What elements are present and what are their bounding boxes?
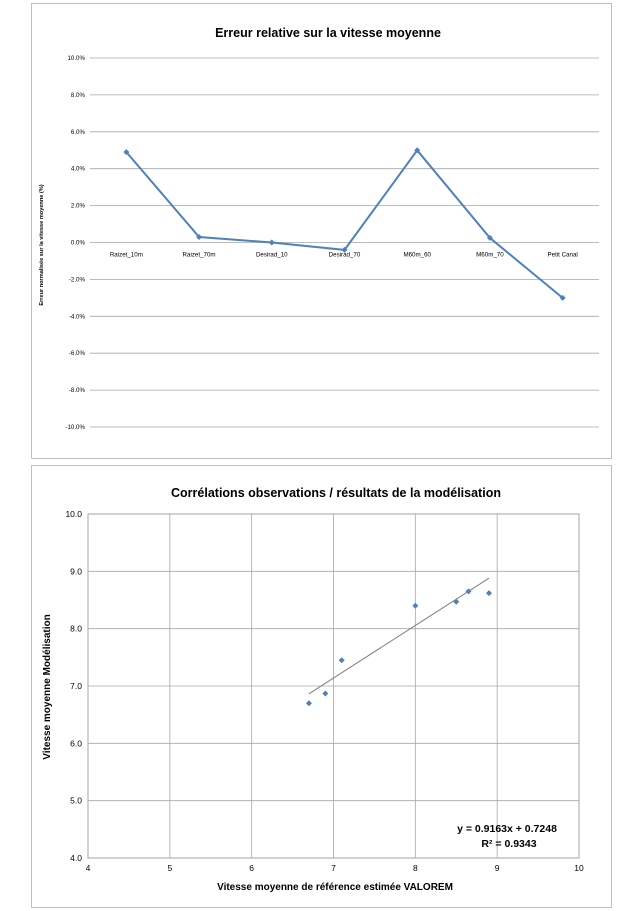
data-point xyxy=(485,590,492,597)
y-tick-label: 7.0 xyxy=(70,681,82,691)
data-point xyxy=(341,246,348,253)
correlation-chart-panel: Corrélations observations / résultats de… xyxy=(31,465,612,908)
trendline-equation: y = 0.9163x + 0.7248 xyxy=(457,823,557,835)
y-axis-label: Vitesse moyenne Modélisation xyxy=(42,614,53,759)
y-tick-label: 5.0 xyxy=(70,796,82,806)
x-tick-label: 10 xyxy=(574,863,584,873)
data-point xyxy=(196,233,203,240)
x-tick-label: 5 xyxy=(167,863,172,873)
data-point xyxy=(486,234,493,241)
x-tick-label: 6 xyxy=(249,863,254,873)
data-points xyxy=(305,588,492,707)
data-point xyxy=(414,147,421,154)
gridlines xyxy=(87,513,580,859)
data-point xyxy=(268,239,275,246)
x-tick-label: 9 xyxy=(495,863,500,873)
y-tick-label: 4.0% xyxy=(71,166,86,173)
y-axis-label: Erreur normalisée sur la vitesse moyenne… xyxy=(39,184,45,305)
y-tick-labels: 10.0 9.0 8.0 7.0 6.0 5.0 4.0 xyxy=(65,509,82,863)
chart-title: Corrélations observations / résultats de… xyxy=(171,486,501,500)
series-line xyxy=(125,148,564,299)
y-tick-label: -2.0% xyxy=(69,276,86,283)
y-tick-label: 6.0 xyxy=(70,738,82,748)
error-chart-panel: Erreur relative sur la vitesse moyenne 1… xyxy=(31,3,612,459)
x-tick-label: Petit Canal xyxy=(548,252,578,259)
data-point xyxy=(559,294,566,301)
r-squared-value: R² = 0.9343 xyxy=(481,838,536,850)
x-tick-label: 8 xyxy=(413,863,418,873)
y-tick-label: -8.0% xyxy=(69,387,86,394)
correlation-scatter-chart: Corrélations observations / résultats de… xyxy=(42,486,584,893)
data-point xyxy=(322,690,329,697)
x-tick-label: M60m_60 xyxy=(403,252,431,259)
y-tick-label: 10.0% xyxy=(67,55,85,62)
x-tick-label: 7 xyxy=(331,863,336,873)
data-point xyxy=(453,598,460,605)
y-gridlines xyxy=(90,57,599,428)
x-axis-label: Vitesse moyenne de référence estimée VAL… xyxy=(217,882,453,893)
y-tick-label: 0.0% xyxy=(71,240,86,247)
y-tick-label: -10.0% xyxy=(65,424,85,431)
y-tick-label: 10.0 xyxy=(65,509,82,519)
chart-title: Erreur relative sur la vitesse moyenne xyxy=(215,26,441,40)
data-point xyxy=(412,602,419,609)
y-tick-label: 9.0 xyxy=(70,566,82,576)
y-tick-labels: 10.0% 8.0% 6.0% 4.0% 2.0% 0.0% -2.0% -4.0% -6.0%… xyxy=(65,55,85,431)
x-tick-labels: 4 5 6 7 8 9 10 xyxy=(86,863,584,873)
x-tick-label: Desirad_10 xyxy=(256,252,288,259)
error-series xyxy=(123,147,566,301)
x-tick-label: Raizet_10m xyxy=(110,252,143,259)
x-tick-label: Desirad_70 xyxy=(329,252,361,259)
error-line-chart: Erreur relative sur la vitesse moyenne 1… xyxy=(39,26,599,431)
data-point xyxy=(338,657,345,664)
trendline-segment xyxy=(308,577,490,695)
data-point xyxy=(123,149,130,156)
y-tick-label: 8.0 xyxy=(70,624,82,634)
y-tick-label: 2.0% xyxy=(71,203,86,210)
data-point xyxy=(465,588,472,595)
x-tick-label: 4 xyxy=(86,863,91,873)
data-point xyxy=(305,700,312,707)
x-tick-label: M60m_70 xyxy=(476,252,504,259)
y-tick-label: -6.0% xyxy=(69,350,86,357)
trendline xyxy=(308,577,490,695)
y-tick-label: -4.0% xyxy=(69,313,86,320)
y-tick-label: 6.0% xyxy=(71,129,86,136)
x-tick-labels: Raizet_10m Raizet_70m Desirad_10 Desirad_70… xyxy=(110,252,578,259)
x-tick-label: Raizet_70m xyxy=(183,252,216,259)
y-tick-label: 8.0% xyxy=(71,92,86,99)
y-tick-label: 4.0 xyxy=(70,853,82,863)
